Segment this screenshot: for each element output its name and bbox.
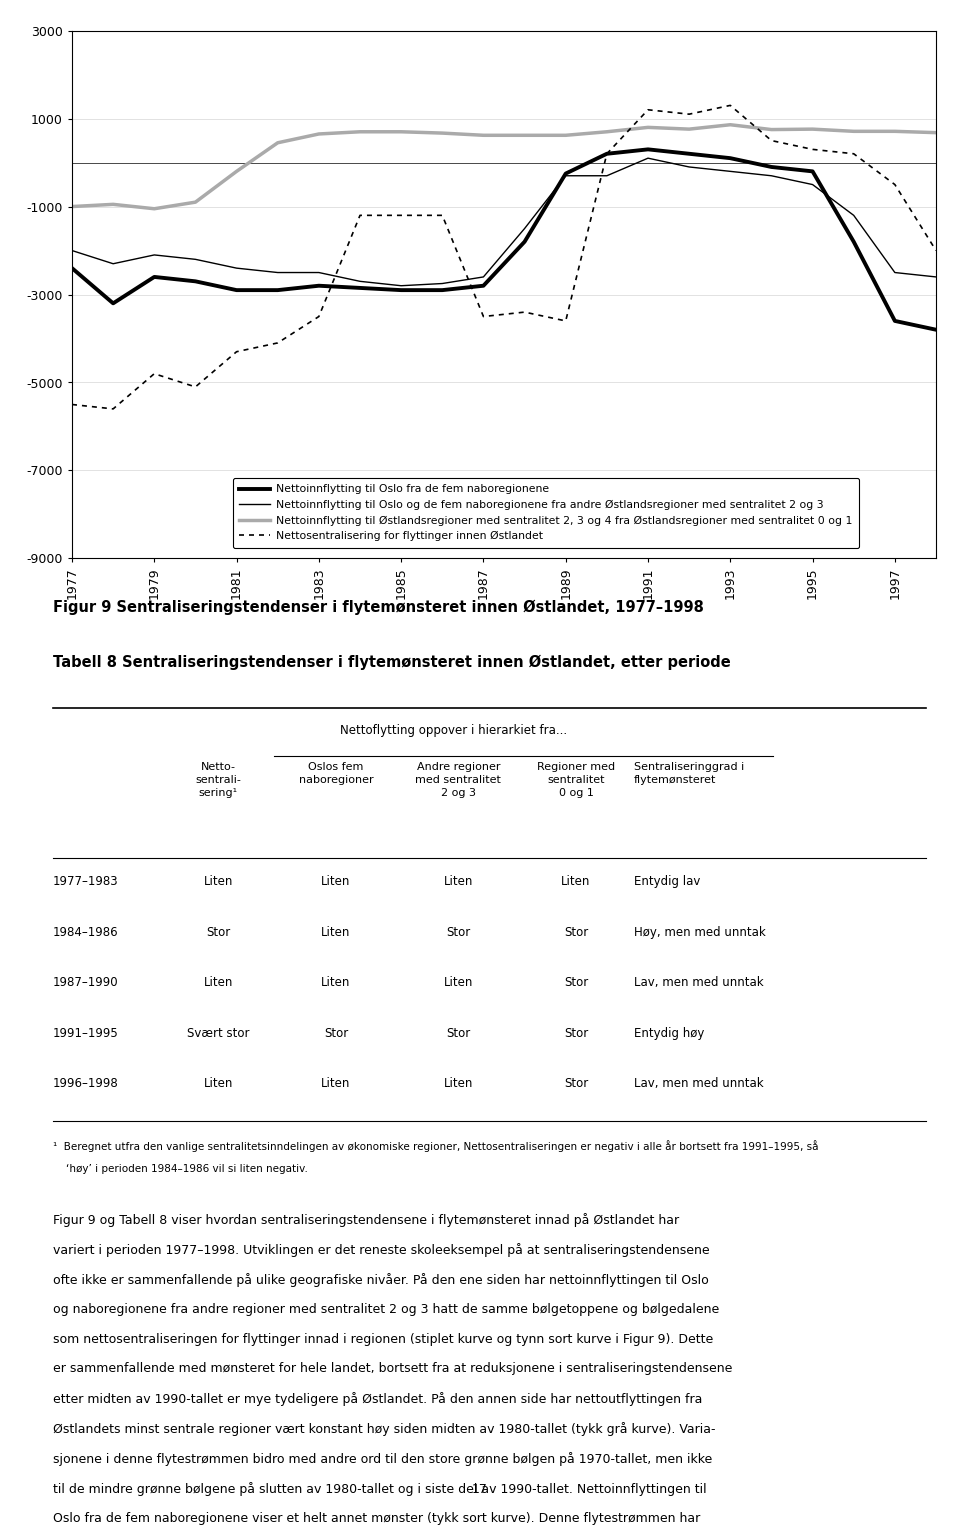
Text: Entydig lav: Entydig lav — [634, 875, 700, 887]
Text: som nettosentraliseringen for flyttinger innad i regionen (stiplet kurve og tynn: som nettosentraliseringen for flyttinger… — [53, 1333, 713, 1345]
Text: er sammenfallende med mønsteret for hele landet, bortsett fra at reduksjonene i : er sammenfallende med mønsteret for hele… — [53, 1362, 732, 1375]
Text: Stor: Stor — [446, 926, 470, 938]
Text: 1987–1990: 1987–1990 — [53, 976, 118, 988]
Text: Liten: Liten — [322, 976, 350, 988]
Text: Oslo fra de fem naboregionene viser et helt annet mønster (tykk sort kurve). Den: Oslo fra de fem naboregionene viser et h… — [53, 1512, 700, 1524]
Text: Stor: Stor — [564, 1027, 588, 1039]
Text: ‘høy’ i perioden 1984–1986 vil si liten negativ.: ‘høy’ i perioden 1984–1986 vil si liten … — [53, 1164, 307, 1175]
Text: Nettoflytting oppover i hierarkiet fra...: Nettoflytting oppover i hierarkiet fra..… — [340, 724, 567, 736]
Text: ¹  Beregnet utfra den vanlige sentralitetsinndelingen av økonomiske regioner, Ne: ¹ Beregnet utfra den vanlige sentralitet… — [53, 1140, 818, 1152]
Text: Høy, men med unntak: Høy, men med unntak — [634, 926, 765, 938]
Text: Regioner med
sentralitet
0 og 1: Regioner med sentralitet 0 og 1 — [537, 762, 615, 797]
Text: Svært stor: Svært stor — [187, 1027, 250, 1039]
Text: Liten: Liten — [322, 1077, 350, 1089]
Text: Liten: Liten — [322, 875, 350, 887]
Text: Stor: Stor — [564, 1077, 588, 1089]
Text: Andre regioner
med sentralitet
2 og 3: Andre regioner med sentralitet 2 og 3 — [416, 762, 501, 797]
Text: Tabell 8 Sentraliseringstendenser i flytemønsteret innen Østlandet, etter period: Tabell 8 Sentraliseringstendenser i flyt… — [53, 655, 731, 670]
Text: Liten: Liten — [444, 875, 473, 887]
Text: og naboregionene fra andre regioner med sentralitet 2 og 3 hatt de samme bølgeto: og naboregionene fra andre regioner med … — [53, 1302, 719, 1316]
Text: Stor: Stor — [206, 926, 230, 938]
Text: Lav, men med unntak: Lav, men med unntak — [634, 1077, 763, 1089]
Text: 1977–1983: 1977–1983 — [53, 875, 118, 887]
Text: Liten: Liten — [444, 1077, 473, 1089]
Text: Entydig høy: Entydig høy — [634, 1027, 704, 1039]
Text: Stor: Stor — [324, 1027, 348, 1039]
Text: Stor: Stor — [446, 1027, 470, 1039]
Legend: Nettoinnflytting til Oslo fra de fem naboregionene, Nettoinnflytting til Oslo og: Nettoinnflytting til Oslo fra de fem nab… — [233, 477, 859, 548]
Text: Netto-
sentrali-
sering¹: Netto- sentrali- sering¹ — [196, 762, 241, 797]
Text: 1984–1986: 1984–1986 — [53, 926, 118, 938]
Text: Liten: Liten — [204, 1077, 233, 1089]
Text: Liten: Liten — [204, 875, 233, 887]
Text: Stor: Stor — [564, 926, 588, 938]
Text: Liten: Liten — [204, 976, 233, 988]
Text: Lav, men med unntak: Lav, men med unntak — [634, 976, 763, 988]
Text: etter midten av 1990-tallet er mye tydeligere på Østlandet. På den annen side ha: etter midten av 1990-tallet er mye tydel… — [53, 1392, 702, 1406]
Text: Figur 9 Sentraliseringstendenser i flytemønsteret innen Østlandet, 1977–1998: Figur 9 Sentraliseringstendenser i flyte… — [53, 600, 704, 615]
Text: Liten: Liten — [444, 976, 473, 988]
Text: Liten: Liten — [322, 926, 350, 938]
Text: Sentraliseringgrad i
flytemønsteret: Sentraliseringgrad i flytemønsteret — [634, 762, 744, 785]
Text: 17: 17 — [472, 1484, 488, 1496]
Text: Liten: Liten — [562, 875, 590, 887]
Text: 1991–1995: 1991–1995 — [53, 1027, 118, 1039]
Text: 1996–1998: 1996–1998 — [53, 1077, 118, 1089]
Text: variert i perioden 1977–1998. Utviklingen er det reneste skoleeksempel på at sen: variert i perioden 1977–1998. Utviklinge… — [53, 1242, 709, 1258]
Text: Figur 9 og Tabell 8 viser hvordan sentraliseringstendensene i flytemønsteret inn: Figur 9 og Tabell 8 viser hvordan sentra… — [53, 1213, 679, 1227]
Text: til de mindre grønne bølgene på slutten av 1980-tallet og i siste del av 1990-ta: til de mindre grønne bølgene på slutten … — [53, 1481, 707, 1496]
Text: Stor: Stor — [564, 976, 588, 988]
Text: ofte ikke er sammenfallende på ulike geografiske nivåer. På den ene siden har ne: ofte ikke er sammenfallende på ulike geo… — [53, 1273, 708, 1287]
Text: Oslos fem
naboregioner: Oslos fem naboregioner — [299, 762, 373, 785]
Text: sjonene i denne flytestrømmen bidro med andre ord til den store grønne bølgen på: sjonene i denne flytestrømmen bidro med … — [53, 1452, 712, 1466]
Text: Østlandets minst sentrale regioner vært konstant høy siden midten av 1980-tallet: Østlandets minst sentrale regioner vært … — [53, 1423, 715, 1437]
